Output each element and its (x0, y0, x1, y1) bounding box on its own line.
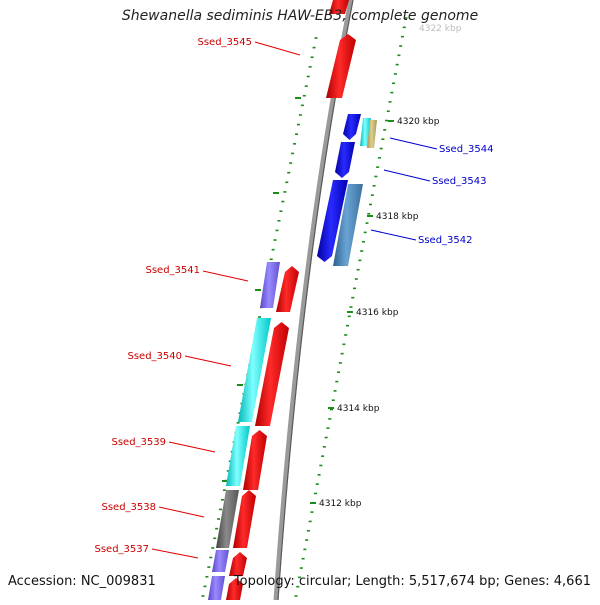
cds-block-ssed-3545 (326, 34, 356, 98)
leader-ssed-3538 (158, 506, 205, 518)
gene-label-ssed-3538[interactable]: Ssed_3538 (101, 502, 156, 513)
cds-block-ssed-3539-cyan (226, 426, 250, 486)
kbp-label-4316: 4316 kbp (356, 308, 399, 318)
cds-block-ssed-3537-purple (212, 550, 229, 572)
cds-block-blue-1 (343, 114, 361, 140)
map-title: Shewanella sediminis HAW-EB3, complete g… (121, 8, 479, 24)
gene-label-ssed-3544[interactable]: Ssed_3544 (439, 144, 494, 155)
gene-label-ssed-3543[interactable]: Ssed_3543 (432, 176, 487, 187)
leader-ssed-3543 (383, 169, 431, 182)
gene-layer (208, 0, 377, 600)
gene-label-ssed-3542[interactable]: Ssed_3542 (418, 235, 473, 246)
cds-block-top-partial (329, 0, 349, 14)
gene-label-ssed-3537[interactable]: Ssed_3537 (94, 544, 149, 555)
cds-block-ssed-3541-purple (260, 262, 280, 308)
leader-ssed-3541 (202, 270, 249, 282)
leader-ssed-3540 (184, 355, 232, 367)
leader-ssed-3537 (151, 548, 199, 559)
cds-block-ssed-3540 (255, 322, 289, 426)
gene-label-ssed-3541[interactable]: Ssed_3541 (145, 265, 200, 276)
label-line-layer (151, 41, 438, 559)
accession-text: Accession: NC_009831 (8, 574, 156, 589)
cds-block-ssed-3538-gray (216, 490, 239, 548)
gene-label-ssed-3545[interactable]: Ssed_3545 (197, 37, 252, 48)
topology-summary: Topology: circular; Length: 5,517,674 bp… (233, 574, 591, 589)
cds-block-tan-small (367, 120, 377, 148)
leader-ssed-3539 (168, 441, 216, 453)
cds-block-ssed-3538 (233, 490, 256, 548)
cds-block-ssed-3539 (243, 430, 267, 490)
cds-block-ssed-3542-b (333, 184, 363, 266)
leader-ssed-3544 (389, 137, 438, 150)
kbp-label-4318: 4318 kbp (376, 212, 419, 222)
tick-layer (201, 17, 408, 597)
cds-block-ssed-3541 (276, 266, 299, 312)
cds-block-bottom-red (226, 578, 243, 600)
cds-block-ssed-3542-a (317, 180, 348, 262)
kbp-label-4320: 4320 kbp (397, 117, 440, 127)
cds-block-ssed-3540-cyan (238, 318, 271, 422)
cds-block-ssed-3537 (229, 552, 247, 576)
cds-block-bottom-purple (208, 576, 225, 600)
kbp-label-4314: 4314 kbp (337, 404, 380, 414)
gene-label-ssed-3539[interactable]: Ssed_3539 (111, 437, 166, 448)
leader-ssed-3545 (254, 41, 301, 56)
cds-block-ssed-3543 (335, 142, 355, 178)
leader-ssed-3542 (370, 229, 417, 241)
label-layer: 4322 kbp 4320 kbp 4318 kbp 4316 kbp 4314… (94, 24, 493, 555)
kbp-label-4312: 4312 kbp (319, 499, 362, 509)
kbp-label-4322: 4322 kbp (419, 24, 462, 34)
gene-label-ssed-3540[interactable]: Ssed_3540 (127, 351, 182, 362)
